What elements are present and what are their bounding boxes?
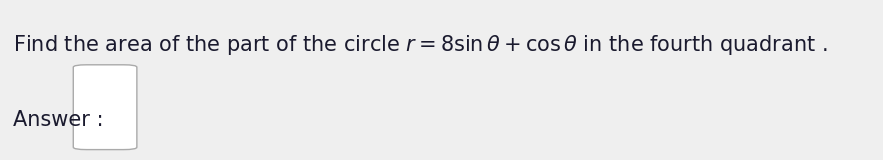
Text: Answer :: Answer : (13, 110, 103, 130)
Text: Find the area of the part of the circle $r = 8\sin\theta + \cos\theta$ in the fo: Find the area of the part of the circle … (13, 33, 828, 57)
FancyBboxPatch shape (73, 65, 137, 150)
